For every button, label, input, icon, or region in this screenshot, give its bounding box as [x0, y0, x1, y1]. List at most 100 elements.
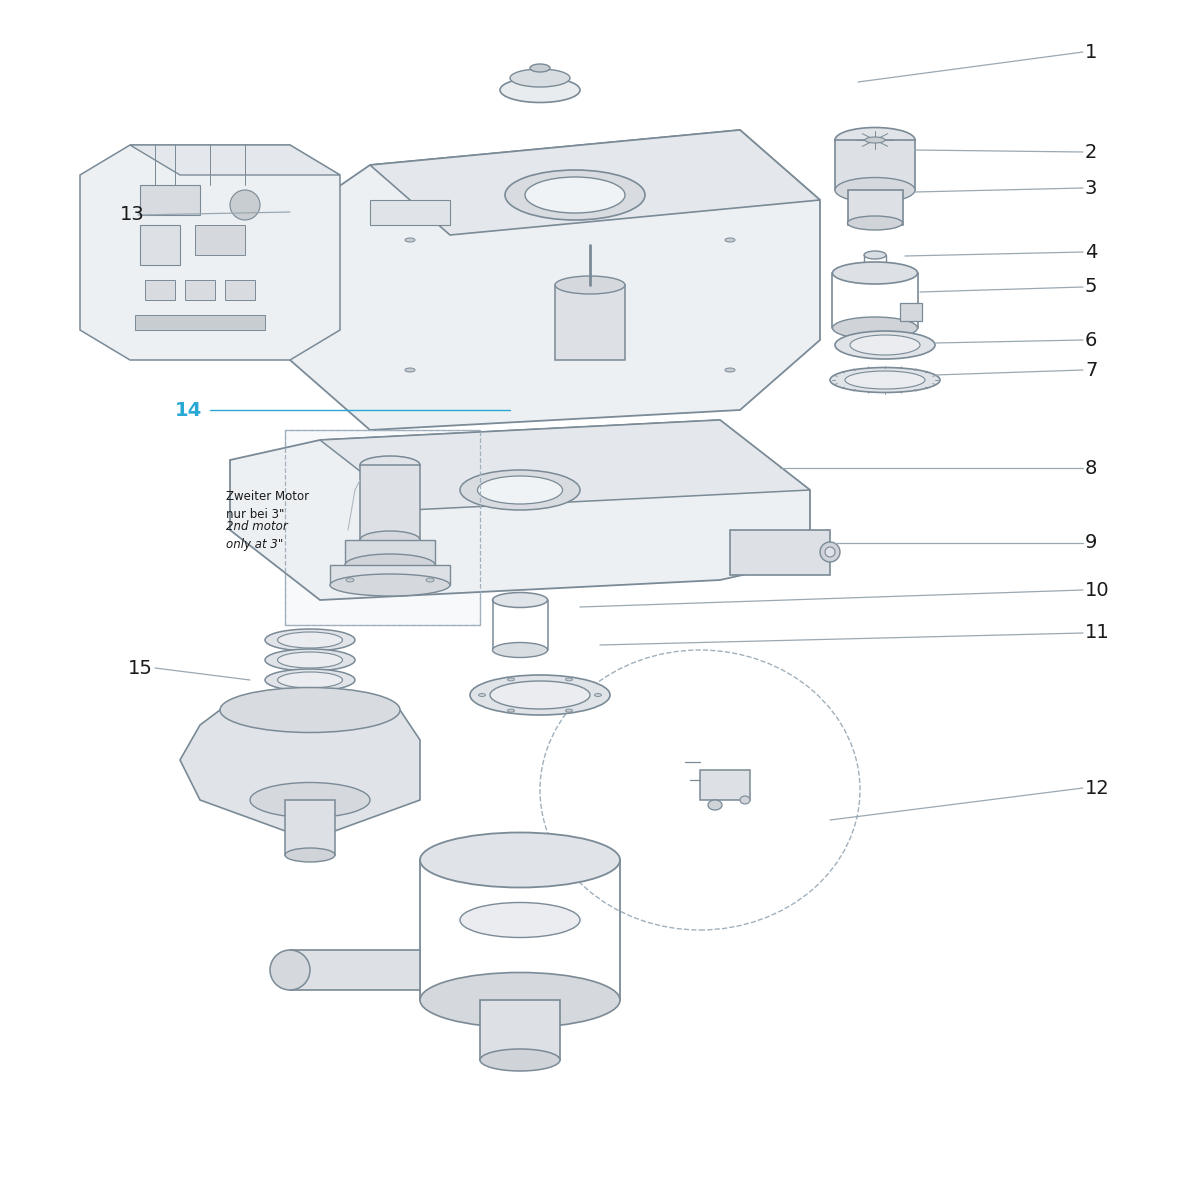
Text: 7: 7 — [1085, 360, 1097, 379]
Ellipse shape — [565, 678, 572, 680]
Ellipse shape — [725, 368, 734, 372]
Ellipse shape — [492, 593, 547, 607]
Ellipse shape — [220, 688, 400, 732]
Bar — [848, 190, 904, 226]
Ellipse shape — [505, 170, 646, 220]
Ellipse shape — [250, 782, 370, 817]
Text: 2: 2 — [1085, 143, 1097, 162]
Ellipse shape — [820, 542, 840, 562]
Ellipse shape — [565, 709, 572, 712]
Ellipse shape — [835, 178, 916, 203]
Text: 8: 8 — [1085, 458, 1097, 478]
Ellipse shape — [406, 238, 415, 242]
Ellipse shape — [708, 800, 722, 810]
Ellipse shape — [835, 331, 935, 359]
Bar — [360, 464, 420, 540]
Text: 3: 3 — [1085, 179, 1097, 198]
Bar — [370, 200, 450, 226]
Ellipse shape — [330, 574, 450, 596]
Ellipse shape — [470, 674, 610, 715]
Text: Zweiter Motor
nur bei 3": Zweiter Motor nur bei 3" — [226, 490, 310, 521]
Ellipse shape — [492, 642, 547, 658]
Ellipse shape — [826, 547, 835, 557]
Ellipse shape — [460, 902, 580, 937]
Bar — [835, 140, 916, 190]
Ellipse shape — [360, 456, 420, 474]
Polygon shape — [370, 130, 820, 235]
Bar — [145, 280, 175, 300]
Text: 4: 4 — [1085, 242, 1097, 262]
Ellipse shape — [420, 972, 620, 1027]
Ellipse shape — [530, 64, 550, 72]
Ellipse shape — [830, 367, 940, 392]
Text: 1: 1 — [1085, 42, 1097, 61]
Ellipse shape — [865, 137, 886, 143]
Ellipse shape — [360, 530, 420, 550]
Bar — [480, 1000, 560, 1060]
Text: 5: 5 — [1085, 277, 1098, 296]
Text: 6: 6 — [1085, 330, 1097, 349]
Ellipse shape — [270, 950, 310, 990]
Text: 10: 10 — [1085, 581, 1110, 600]
Ellipse shape — [420, 833, 620, 888]
Ellipse shape — [277, 632, 342, 648]
Ellipse shape — [478, 476, 563, 504]
Ellipse shape — [265, 670, 355, 691]
Bar — [286, 800, 335, 854]
Ellipse shape — [847, 216, 902, 230]
Text: 13: 13 — [120, 205, 145, 224]
Bar — [290, 950, 420, 990]
Ellipse shape — [346, 578, 354, 582]
Ellipse shape — [460, 470, 580, 510]
Text: 12: 12 — [1085, 779, 1110, 798]
Text: 9: 9 — [1085, 534, 1097, 552]
Bar — [134, 314, 265, 330]
Bar — [286, 430, 480, 625]
Ellipse shape — [508, 709, 515, 712]
Bar — [140, 185, 200, 215]
Bar — [140, 226, 180, 265]
Ellipse shape — [230, 190, 260, 220]
Ellipse shape — [346, 554, 436, 576]
Ellipse shape — [490, 680, 590, 709]
Ellipse shape — [286, 848, 335, 862]
Polygon shape — [320, 420, 810, 510]
Ellipse shape — [554, 276, 625, 294]
Polygon shape — [290, 130, 820, 430]
Bar — [730, 530, 830, 575]
Text: 11: 11 — [1085, 624, 1110, 642]
Ellipse shape — [864, 251, 886, 259]
Bar — [226, 280, 256, 300]
Ellipse shape — [835, 127, 916, 152]
Ellipse shape — [833, 262, 918, 284]
Text: 2nd motor
only at 3": 2nd motor only at 3" — [226, 520, 288, 551]
Bar — [194, 226, 245, 254]
Polygon shape — [230, 420, 810, 600]
Ellipse shape — [850, 335, 920, 355]
Ellipse shape — [480, 1049, 560, 1070]
Polygon shape — [130, 145, 340, 175]
Ellipse shape — [510, 68, 570, 86]
Bar — [554, 284, 625, 360]
Ellipse shape — [594, 694, 601, 696]
Ellipse shape — [277, 672, 342, 688]
Ellipse shape — [864, 264, 886, 271]
Ellipse shape — [406, 368, 415, 372]
Polygon shape — [80, 145, 340, 360]
Ellipse shape — [277, 652, 342, 668]
Text: 14: 14 — [175, 401, 203, 420]
Bar — [900, 302, 922, 320]
Bar — [286, 430, 480, 625]
Ellipse shape — [526, 176, 625, 214]
Ellipse shape — [500, 78, 580, 102]
Ellipse shape — [426, 578, 434, 582]
Bar — [185, 280, 215, 300]
Ellipse shape — [725, 238, 734, 242]
Ellipse shape — [740, 796, 750, 804]
Ellipse shape — [508, 678, 515, 680]
Ellipse shape — [265, 649, 355, 671]
Bar — [330, 565, 450, 584]
Polygon shape — [180, 710, 420, 840]
Ellipse shape — [479, 694, 486, 696]
Ellipse shape — [265, 629, 355, 650]
